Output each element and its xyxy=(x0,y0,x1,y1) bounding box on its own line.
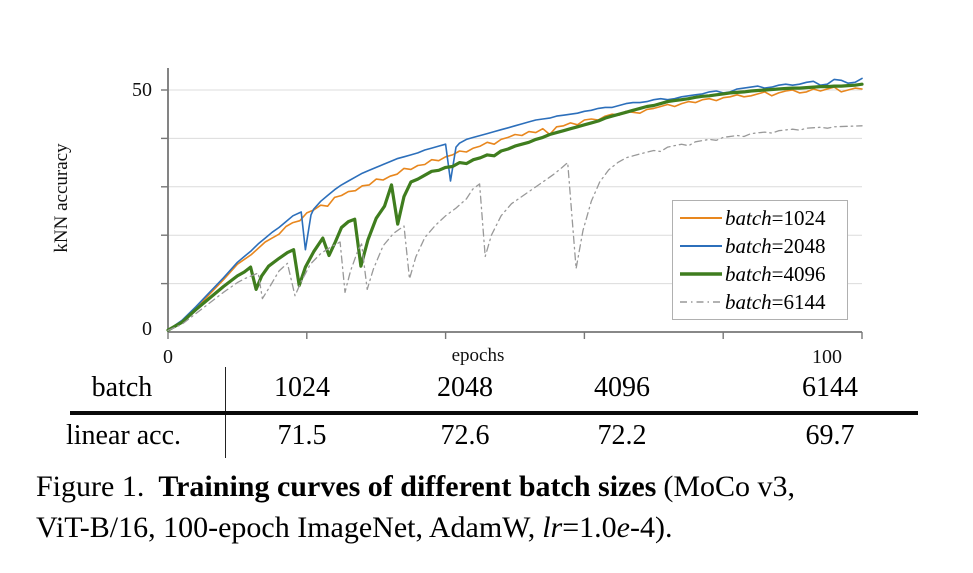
caption-line2-prefix: ViT-B/16, 100-epoch ImageNet, AdamW, xyxy=(36,511,536,544)
legend-line-sample-icon xyxy=(680,217,722,219)
curve-batch-1024 xyxy=(167,86,863,331)
table-header-cell: 2048 xyxy=(437,372,493,403)
table-value-cell: 72.6 xyxy=(440,420,490,451)
legend: batch =1024 batch =2048 batch =4096 batch =6144 xyxy=(672,200,848,320)
x-axis-label: epochs xyxy=(451,345,505,366)
legend-label-var: batch xyxy=(725,289,772,314)
legend-line-sample-icon xyxy=(680,301,722,303)
y-axis-label: kNN accuracy xyxy=(51,143,72,253)
curve-batch-2048 xyxy=(167,77,863,331)
curve-batch-6144 xyxy=(167,125,863,332)
table-value-cell: 69.7 xyxy=(805,420,855,451)
legend-label-value: =4096 xyxy=(771,261,826,286)
x-tick-0: 0 xyxy=(163,346,173,368)
table-row-label: linear acc. xyxy=(65,420,182,451)
legend-entry: batch =6144 xyxy=(679,289,841,315)
table-header-cell: 4096 xyxy=(594,372,650,403)
curve-batch-4096 xyxy=(166,82,864,332)
caption-line-2: ViT-B/16, 100-epoch ImageNet, AdamW, lr=1… xyxy=(36,507,966,548)
legend-label-value: =1024 xyxy=(771,205,826,230)
legend-line-sample-icon xyxy=(680,272,722,276)
caption-line1-tail: (MoCo v3, xyxy=(663,470,796,503)
caption-line2-tail: -4). xyxy=(629,511,673,544)
table-value-row: linear acc. 71.5 72.6 72.2 69.7 xyxy=(0,420,973,452)
legend-entry: batch =4096 xyxy=(679,261,841,287)
table-header-row: batch 1024 2048 4096 6144 xyxy=(0,372,973,404)
legend-label-value: =6144 xyxy=(771,289,826,314)
table-header-cell: 1024 xyxy=(274,372,330,403)
x-tick-100: 100 xyxy=(812,346,842,368)
legend-label-var: batch xyxy=(725,205,772,230)
table-horizontal-rule xyxy=(70,411,918,415)
legend-line-sample-icon xyxy=(680,245,722,247)
caption-line-1: Figure 1. Training curves of different ba… xyxy=(36,466,966,507)
y-tick-0: 0 xyxy=(142,318,152,340)
table-header-cell: 6144 xyxy=(802,372,858,403)
legend-entry: batch =1024 xyxy=(679,205,841,231)
caption-e-var: e xyxy=(616,511,630,544)
caption-lr-var: lr xyxy=(542,511,563,544)
caption-figure-label: Figure 1. xyxy=(36,470,145,503)
figure-caption: Figure 1. Training curves of different ba… xyxy=(36,466,966,548)
legend-entry: batch =2048 xyxy=(679,233,841,259)
table-value-cell: 72.2 xyxy=(597,420,647,451)
legend-label-var: batch xyxy=(725,261,772,286)
y-tick-50: 50 xyxy=(132,79,152,101)
table-value-cell: 71.5 xyxy=(277,420,327,451)
legend-label-var: batch xyxy=(725,233,772,258)
table-header-label: batch xyxy=(91,372,153,403)
training-curves-chart xyxy=(161,68,864,339)
legend-label-value: =2048 xyxy=(771,233,826,258)
caption-bold-title: Training curves of different batch sizes xyxy=(158,470,657,503)
caption-lr-eq: =1.0 xyxy=(562,511,617,544)
